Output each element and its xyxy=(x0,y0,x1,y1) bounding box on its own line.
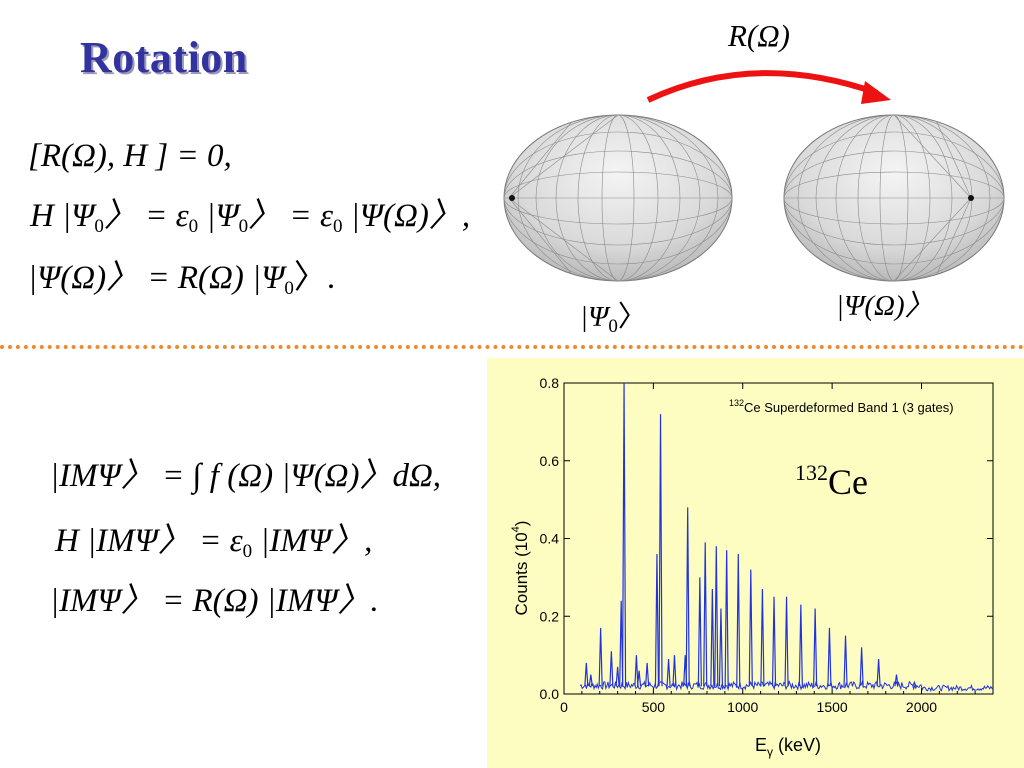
spectrum-peak xyxy=(658,414,663,687)
spectrum-peak xyxy=(876,658,881,687)
spectrum-peak xyxy=(724,550,729,687)
spectrum-peak xyxy=(615,666,620,687)
spectrum-peak xyxy=(859,647,864,687)
chart-x-axis-label: Eγ (keV) xyxy=(755,735,821,759)
spectrum-peak xyxy=(912,680,917,687)
x-tick-label: 500 xyxy=(642,699,666,715)
spectrum-peak xyxy=(609,651,614,687)
y-tick-label: 0.0 xyxy=(540,686,560,702)
chart-title: 132Ce Superdeformed Band 1 (3 gates) xyxy=(729,398,954,415)
y-tick-label: 0.2 xyxy=(540,608,560,624)
spectrum-peak xyxy=(827,627,832,687)
spectrum-peak xyxy=(798,604,803,687)
spectrum-peak xyxy=(588,674,593,687)
rotation-arrow xyxy=(646,70,878,103)
spectrum-peak xyxy=(784,596,789,687)
equation-commutator: [R(Ω), H ] = 0, xyxy=(28,138,232,174)
rotation-arrow-head xyxy=(861,81,891,104)
spectrum-peak xyxy=(710,589,715,687)
rotation-operator-label: R(Ω) xyxy=(728,18,790,53)
plot-frame xyxy=(563,382,994,695)
spectrum-chart: 0 500 1000 1500 2000 0.0 0.2 0.4 0.6 0.8 132Ce Su… xyxy=(510,375,994,759)
spectrum-peak xyxy=(645,662,650,687)
equation-rotated-state: |Ψ(Ω)〉 = R(Ω) |Ψ0〉. xyxy=(28,260,336,299)
spectrum-peak xyxy=(894,674,899,687)
psi-omega-state-label: |Ψ(Ω)〉 xyxy=(836,290,934,322)
equation-projected-invariance: |IMΨ〉 = R(Ω) |IMΨ〉. xyxy=(50,583,379,619)
spectrum-peak xyxy=(760,589,765,687)
x-tick-label: 2000 xyxy=(906,699,937,715)
chart-y-axis-label: Counts (104) xyxy=(510,521,531,616)
spectrum-peak xyxy=(672,655,677,687)
ellipsoid-psi-omega xyxy=(783,114,1005,282)
nucleus-label: 132Ce xyxy=(795,460,868,503)
spectrum-peak xyxy=(697,577,702,687)
y-tick-label: 0.6 xyxy=(540,453,560,469)
spectrum-peak xyxy=(813,608,818,687)
spectrum-peak xyxy=(718,608,724,687)
spectrum-peak xyxy=(634,655,639,687)
spectrum-peak xyxy=(771,596,777,687)
equation-eigenvalue: H |Ψ0〉 = ε0 |Ψ0〉 = ε0 |Ψ(Ω)〉, xyxy=(30,198,471,237)
spectrum-peak xyxy=(666,658,671,687)
spectrum-peak xyxy=(636,670,642,687)
spectrum-peak xyxy=(621,382,627,687)
slide-title: Rotation xyxy=(80,33,248,82)
spectrum-peak xyxy=(843,635,848,687)
spectrum-baseline xyxy=(579,679,994,693)
x-tick-label: 1000 xyxy=(727,699,758,715)
spectrum-peak xyxy=(598,627,603,687)
spectrum-peak xyxy=(748,569,753,687)
spectrum-peak xyxy=(654,554,660,687)
x-tick-label: 1500 xyxy=(817,699,848,715)
psi0-state-label: |Ψ0〉 xyxy=(580,301,647,337)
y-tick-label: 0.8 xyxy=(540,375,560,391)
spectrum-peak xyxy=(703,542,708,687)
spectrum-peak xyxy=(685,507,690,687)
ellipsoid-psi0 xyxy=(503,114,733,282)
dotted-divider xyxy=(0,345,1024,349)
spectrum-peak xyxy=(736,554,741,687)
spectrum-panel xyxy=(487,358,1024,768)
y-tick-label: 0.4 xyxy=(540,531,560,547)
equation-projected-state: |IMΨ〉 = ∫ f (Ω) |Ψ(Ω)〉dΩ, xyxy=(50,458,442,494)
spectrum-peak xyxy=(584,662,589,687)
equation-projected-eigenvalue: H |IMΨ〉 = ε0 |IMΨ〉, xyxy=(55,523,373,562)
x-tick-label: 0 xyxy=(560,699,568,715)
spectrum-peak xyxy=(714,546,719,687)
ellipsoid-diagram xyxy=(503,70,1005,282)
